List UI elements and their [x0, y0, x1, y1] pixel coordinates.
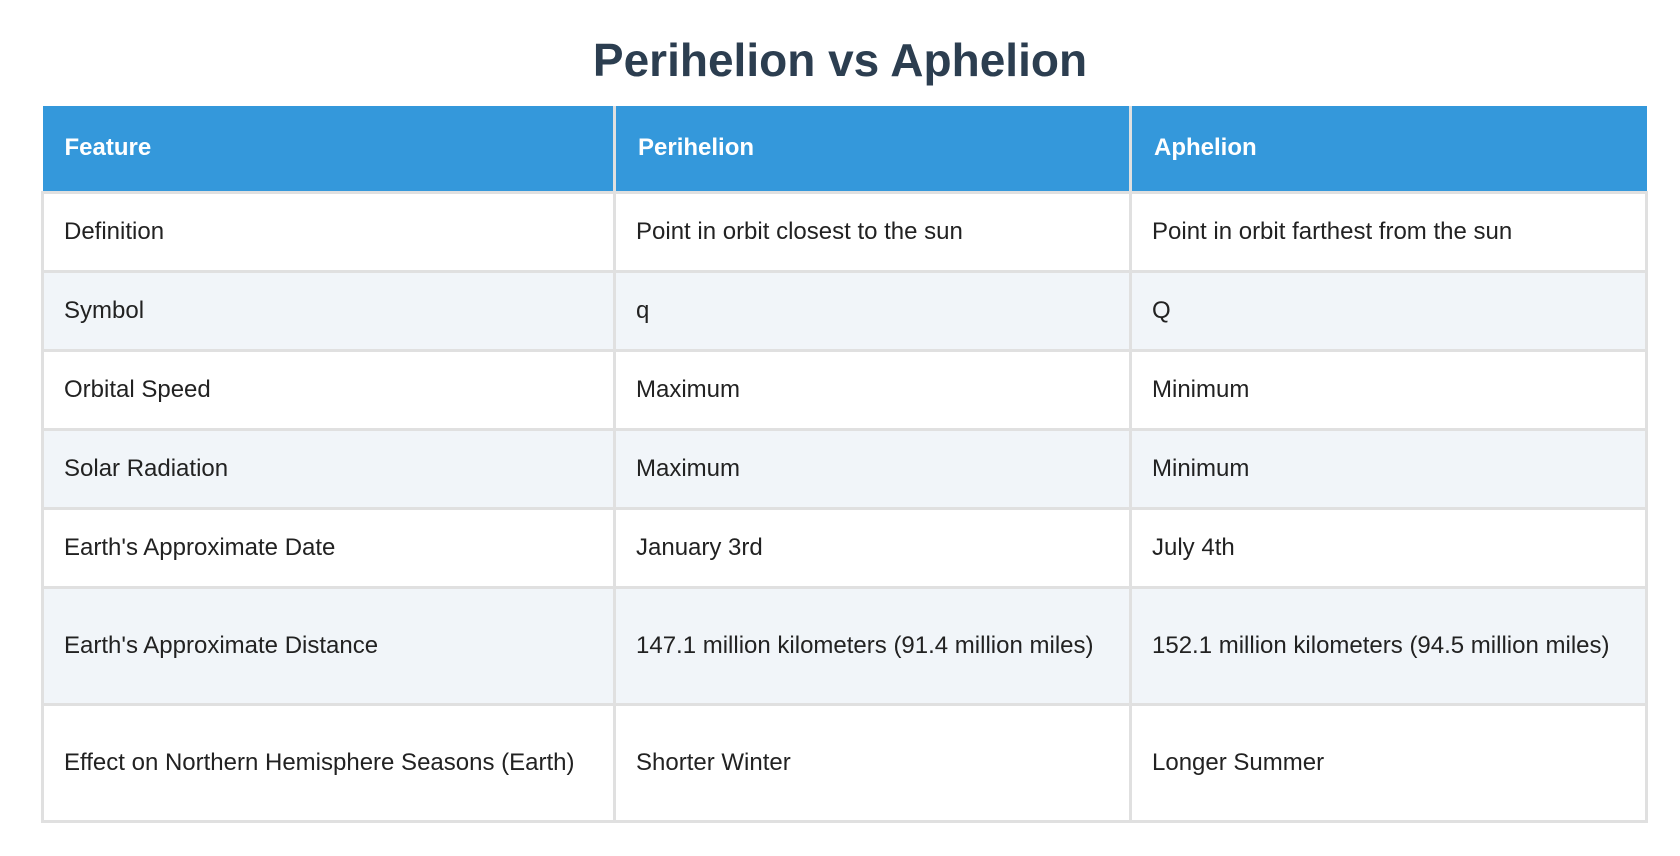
table-header-row: Feature Perihelion Aphelion [42, 106, 1647, 194]
table-row: Solar Radiation Maximum Minimum [41, 427, 1648, 510]
perihelion-cell: January 3rd [613, 506, 1132, 589]
perihelion-cell: Shorter Winter [613, 702, 1132, 823]
aphelion-cell: 152.1 million kilometers (94.5 million m… [1129, 585, 1648, 706]
feature-cell: Effect on Northern Hemisphere Seasons (E… [41, 702, 616, 823]
comparison-table: Feature Perihelion Aphelion Definition P… [41, 106, 1648, 823]
perihelion-cell: Point in orbit closest to the sun [613, 190, 1132, 273]
feature-cell: Earth's Approximate Distance [41, 585, 616, 706]
feature-cell: Earth's Approximate Date [41, 506, 616, 589]
feature-cell: Solar Radiation [41, 427, 616, 510]
feature-cell: Orbital Speed [41, 348, 616, 431]
column-header-aphelion: Aphelion [1129, 106, 1647, 194]
aphelion-cell: Minimum [1129, 427, 1648, 510]
table-row: Orbital Speed Maximum Minimum [41, 348, 1648, 431]
table-row: Earth's Approximate Date January 3rd Jul… [41, 506, 1648, 589]
perihelion-cell: Maximum [613, 427, 1132, 510]
perihelion-cell: q [613, 269, 1132, 352]
table-row: Earth's Approximate Distance 147.1 milli… [41, 585, 1648, 706]
aphelion-cell: Minimum [1129, 348, 1648, 431]
aphelion-cell: July 4th [1129, 506, 1648, 589]
table-row: Symbol q Q [41, 269, 1648, 352]
aphelion-cell: Longer Summer [1129, 702, 1648, 823]
feature-cell: Symbol [41, 269, 616, 352]
column-header-feature: Feature [42, 106, 616, 194]
aphelion-cell: Q [1129, 269, 1648, 352]
column-header-perihelion: Perihelion [613, 106, 1132, 194]
perihelion-cell: 147.1 million kilometers (91.4 million m… [613, 585, 1132, 706]
feature-cell: Definition [41, 190, 616, 273]
table-row: Definition Point in orbit closest to the… [41, 190, 1648, 273]
aphelion-cell: Point in orbit farthest from the sun [1129, 190, 1648, 273]
perihelion-cell: Maximum [613, 348, 1132, 431]
page-title: Perihelion vs Aphelion [592, 34, 1088, 86]
table-row: Effect on Northern Hemisphere Seasons (E… [41, 702, 1648, 823]
